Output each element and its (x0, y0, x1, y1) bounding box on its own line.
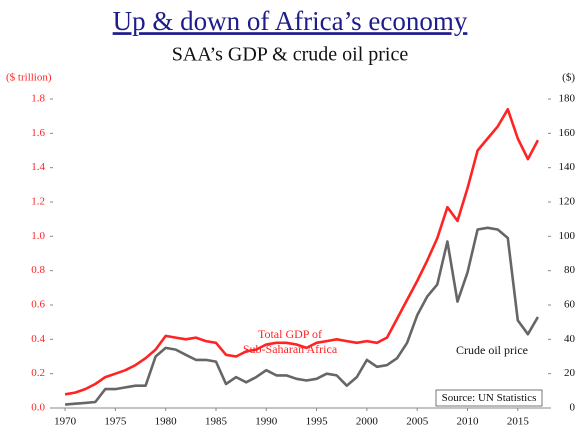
series-label: Crude oil price (456, 343, 528, 357)
x-tick-label: 2005 (406, 416, 429, 428)
y2-axis-label: ($) (562, 72, 575, 84)
series-line (64, 108, 540, 396)
series-label: Sub-Saharan Africa (243, 342, 338, 356)
y2-tick-label: 140 (559, 161, 576, 173)
series-label: Total GDP of (258, 327, 322, 341)
x-tick-label: 1970 (54, 416, 77, 428)
y-tick-label: 1.2 (31, 196, 45, 208)
x-tick-label: 1975 (104, 416, 127, 428)
source-note: Source: UN Statistics (442, 392, 537, 404)
x-tick-label: 1990 (255, 416, 278, 428)
y-tick-label: 1.8 (31, 93, 45, 105)
y-tick-label: 1.4 (31, 161, 45, 173)
y-tick-label: 0.8 (31, 264, 45, 276)
chart-subtitle: SAA’s GDP & crude oil price (172, 44, 409, 66)
y2-tick-label: 0 (570, 402, 576, 414)
y-tick-label: 0.2 (31, 367, 45, 379)
chart-title: Up & down of Africa’s economy (113, 6, 468, 36)
y-tick-label: 1.0 (31, 230, 45, 242)
y-tick-label: 1.6 (31, 127, 45, 139)
x-tick-label: 1980 (155, 416, 178, 428)
x-tick-label: 2000 (356, 416, 379, 428)
y-tick-label: 0.0 (31, 402, 45, 414)
x-tick-label: 1985 (205, 416, 228, 428)
x-tick-label: 2010 (457, 416, 480, 428)
x-tick-label: 1995 (306, 416, 329, 428)
y2-tick-label: 120 (559, 196, 576, 208)
y-axis-label: ($ trillion) (6, 72, 52, 84)
y2-tick-label: 40 (564, 333, 576, 345)
x-tick-label: 2015 (507, 416, 530, 428)
y2-tick-label: 100 (559, 230, 576, 242)
y-tick-label: 0.4 (31, 333, 45, 345)
source-box (435, 389, 543, 407)
series-line (64, 226, 540, 406)
y2-tick-label: 20 (564, 367, 576, 379)
y2-tick-label: 80 (564, 264, 576, 276)
y2-tick-label: 60 (564, 299, 576, 311)
y2-tick-label: 160 (559, 127, 576, 139)
y2-tick-label: 180 (559, 93, 576, 105)
y-tick-label: 0.6 (31, 299, 45, 311)
